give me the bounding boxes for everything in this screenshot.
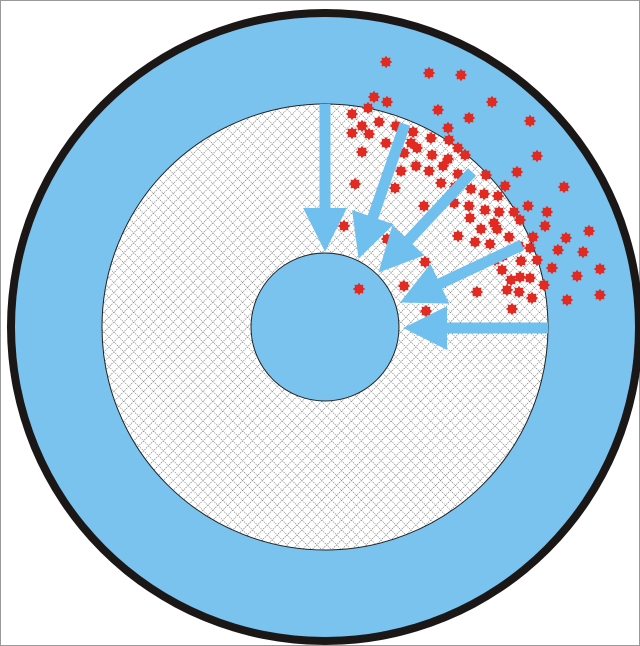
particle-75 bbox=[352, 282, 366, 296]
particle-93 bbox=[521, 199, 535, 213]
arrow-group bbox=[303, 104, 548, 350]
particle-62 bbox=[495, 263, 509, 277]
inward-arrow-4 bbox=[400, 240, 525, 304]
particle-19 bbox=[355, 145, 369, 159]
inward-arrow-3 bbox=[378, 168, 477, 273]
particle-71 bbox=[512, 285, 526, 299]
particle-15 bbox=[379, 136, 393, 150]
particle-10 bbox=[361, 101, 375, 115]
particle-82 bbox=[523, 241, 537, 255]
particle-49 bbox=[502, 230, 516, 244]
particle-64 bbox=[513, 270, 527, 284]
particle-72 bbox=[525, 291, 539, 305]
particle-91 bbox=[367, 90, 381, 104]
particle-70 bbox=[470, 285, 484, 299]
particle-83 bbox=[441, 121, 455, 135]
particle-73 bbox=[560, 293, 574, 307]
particle-2 bbox=[422, 66, 436, 80]
inner-core bbox=[250, 252, 400, 402]
particle-5 bbox=[485, 95, 499, 109]
particle-92 bbox=[498, 179, 512, 193]
particle-25 bbox=[394, 164, 408, 178]
particle-89 bbox=[436, 159, 450, 173]
particle-6 bbox=[431, 103, 445, 117]
particle-46 bbox=[451, 229, 465, 243]
particle-74 bbox=[593, 288, 607, 302]
particle-85 bbox=[388, 181, 402, 195]
particle-87 bbox=[545, 261, 559, 275]
particle-30 bbox=[479, 168, 493, 182]
particle-40 bbox=[462, 199, 476, 213]
particle-61 bbox=[418, 255, 432, 269]
particle-81 bbox=[490, 222, 504, 236]
particle-55 bbox=[468, 235, 482, 249]
particle-36 bbox=[530, 149, 544, 163]
particle-65 bbox=[523, 271, 537, 285]
particle-31 bbox=[348, 177, 362, 191]
particle-11 bbox=[372, 115, 386, 129]
particle-94 bbox=[538, 219, 552, 233]
particle-3 bbox=[454, 68, 468, 82]
particle-17 bbox=[424, 131, 438, 145]
particle-77 bbox=[505, 302, 519, 316]
particle-84 bbox=[463, 211, 477, 225]
particle-16 bbox=[406, 125, 420, 139]
particle-4 bbox=[380, 95, 394, 109]
particle-56 bbox=[483, 237, 497, 251]
particle-76 bbox=[419, 304, 433, 318]
particle-51 bbox=[526, 230, 540, 244]
particle-35 bbox=[510, 165, 524, 179]
particle-68 bbox=[593, 262, 607, 276]
particle-44 bbox=[540, 205, 554, 219]
particle-33 bbox=[477, 187, 491, 201]
particle-95 bbox=[551, 243, 565, 257]
particle-28 bbox=[434, 176, 448, 190]
particle-67 bbox=[570, 269, 584, 283]
particle-69 bbox=[397, 279, 411, 293]
inward-arrow-2 bbox=[352, 122, 411, 259]
particle-88 bbox=[576, 245, 590, 259]
particle-42 bbox=[492, 205, 506, 219]
particle-66 bbox=[537, 278, 551, 292]
particle-59 bbox=[514, 254, 528, 268]
particle-52 bbox=[559, 231, 573, 245]
particle-47 bbox=[474, 222, 488, 236]
particle-13 bbox=[345, 126, 359, 140]
particle-45 bbox=[337, 219, 351, 233]
particle-90 bbox=[451, 141, 465, 155]
particle-27 bbox=[422, 164, 436, 178]
particle-86 bbox=[500, 283, 514, 297]
particle-22 bbox=[425, 148, 439, 162]
particle-7 bbox=[462, 111, 476, 125]
particle-54 bbox=[380, 232, 394, 246]
particle-60 bbox=[530, 253, 544, 267]
particle-38 bbox=[417, 199, 431, 213]
particle-50 bbox=[513, 213, 527, 227]
particle-8 bbox=[523, 114, 537, 128]
particle-53 bbox=[582, 224, 596, 238]
particle-32 bbox=[464, 182, 478, 196]
particle-9 bbox=[345, 107, 359, 121]
particle-26 bbox=[409, 159, 423, 173]
particle-78 bbox=[355, 119, 369, 133]
particle-79 bbox=[404, 136, 418, 150]
particle-1 bbox=[379, 55, 393, 69]
particle-18 bbox=[442, 133, 456, 147]
particle-14 bbox=[362, 127, 376, 141]
particle-43 bbox=[507, 205, 521, 219]
particle-41 bbox=[478, 203, 492, 217]
particle-37 bbox=[557, 180, 571, 194]
particle-34 bbox=[491, 189, 505, 203]
